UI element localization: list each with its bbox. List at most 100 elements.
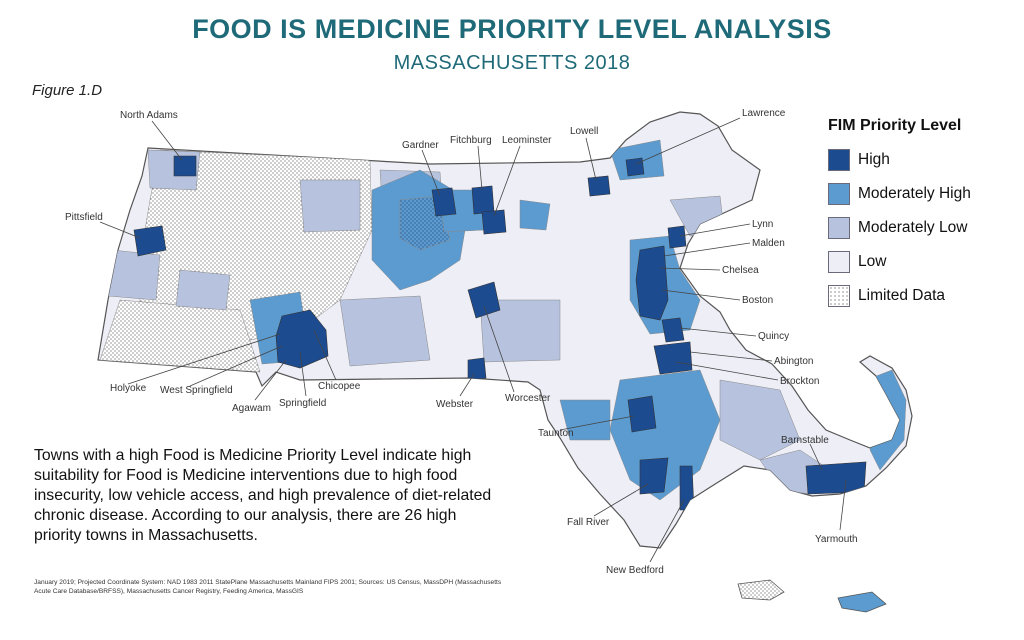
legend-swatch-limited-data — [828, 285, 850, 307]
legend-swatch-moderately-low — [828, 217, 850, 239]
label-chicopee: Chicopee — [318, 381, 361, 392]
figure-label: Figure 1.D — [32, 82, 103, 99]
label-quincy: Quincy — [758, 331, 789, 342]
leader-boston — [661, 289, 741, 301]
leader-brockton — [675, 361, 779, 381]
label-brockton: Brockton — [780, 376, 819, 387]
label-fall-river: Fall River — [567, 517, 610, 528]
description-text: Towns with a high Food is Medicine Prior… — [34, 447, 492, 544]
leader-north-adams — [151, 120, 183, 161]
leader-abington — [689, 351, 773, 362]
legend-label: Moderately Low — [858, 219, 968, 236]
legend-swatch-low — [828, 251, 850, 273]
town-gardner-high — [431, 187, 457, 217]
leader-chelsea — [659, 267, 721, 271]
leader-yarmouth — [839, 479, 847, 531]
label-chelsea: Chelsea — [722, 265, 759, 276]
town-webster-high — [467, 357, 487, 381]
town-quincy-high — [661, 317, 685, 343]
leader-taunton — [559, 415, 635, 431]
legend-swatch-high — [828, 149, 850, 171]
label-springfield: Springfield — [279, 398, 326, 409]
region-limited-data-south — [99, 299, 261, 373]
legend-label: High — [858, 151, 890, 168]
town-springfield-area-high — [275, 309, 329, 369]
town-north-adams-high — [173, 155, 197, 177]
town-brockton-abington-high — [653, 341, 693, 375]
legend-label: Moderately High — [858, 185, 971, 202]
label-leominster: Leominster — [502, 135, 552, 146]
label-agawam: Agawam — [232, 403, 271, 414]
label-malden: Malden — [752, 238, 785, 249]
leader-malden — [663, 242, 751, 257]
leader-gardner — [421, 149, 441, 197]
town-regions — [99, 139, 907, 511]
label-boston: Boston — [742, 295, 773, 306]
legend-item-low: Low — [828, 249, 1008, 275]
legend-label: Limited Data — [858, 287, 946, 304]
label-holyoke: Holyoke — [110, 383, 147, 394]
source-footnote: January 2019; Projected Coordinate Syste… — [34, 579, 502, 595]
town-lowell-high — [587, 175, 611, 197]
marthas-vineyard — [737, 579, 785, 601]
region-modlow-3 — [175, 269, 231, 311]
leader-new-bedford — [649, 499, 685, 563]
nantucket — [837, 591, 887, 613]
leader-quincy — [679, 327, 757, 337]
region-modlow-4 — [299, 179, 361, 233]
label-taunton: Taunton — [538, 428, 574, 439]
label-north-adams: North Adams — [120, 110, 178, 121]
label-fitchburg: Fitchburg — [450, 135, 492, 146]
label-pittsfield: Pittsfield — [65, 212, 103, 223]
region-modlow-sw — [479, 299, 561, 363]
legend-title: FIM Priority Level — [828, 117, 962, 134]
label-gardner: Gardner — [402, 140, 439, 151]
town-leominster-high — [481, 209, 507, 235]
label-lynn: Lynn — [752, 219, 773, 230]
label-worcester: Worcester — [505, 393, 551, 404]
leader-lawrence — [635, 117, 741, 165]
leader-west-springfield — [189, 345, 283, 387]
leader-lynn — [679, 223, 751, 237]
leader-barnstable — [809, 443, 823, 471]
town-labels: North Adams Pittsfield Gardner Fitchburg… — [65, 108, 858, 576]
region-modhigh-north-2 — [519, 199, 551, 231]
leader-webster — [459, 373, 475, 397]
legend-label: Low — [858, 253, 887, 270]
leader-fall-river — [593, 483, 649, 517]
town-fitchburg-high — [471, 185, 495, 215]
leader-agawam — [254, 359, 287, 401]
legend-item-moderately-high: Moderately High — [828, 181, 1008, 207]
legend-item-moderately-low: Moderately Low — [828, 215, 1008, 241]
town-malden-chelsea-boston-high — [635, 245, 669, 321]
map-title: FOOD IS MEDICINE PRIORITY LEVEL ANALYSIS — [192, 14, 832, 44]
leader-chicopee — [313, 329, 337, 381]
legend: FIM Priority Level High Moderately High … — [828, 117, 1008, 317]
leader-springfield — [299, 351, 307, 397]
region-modlow-2 — [107, 249, 161, 301]
town-taunton-high — [627, 395, 657, 433]
region-modlow-se — [719, 379, 801, 461]
legend-swatch-moderately-high — [828, 183, 850, 205]
town-fall-river-high — [639, 457, 669, 495]
leader-worcester — [483, 305, 515, 393]
legend-item-limited-data: Limited Data — [828, 283, 1008, 309]
leader-lines — [99, 117, 847, 563]
region-modlow-5 — [339, 295, 431, 367]
label-barnstable: Barnstable — [781, 435, 829, 446]
town-lawrence-high — [625, 157, 645, 177]
label-webster: Webster — [436, 399, 474, 410]
label-lowell: Lowell — [570, 126, 598, 137]
legend-item-high: High — [828, 147, 1008, 173]
leader-holyoke — [127, 333, 281, 385]
label-west-springfield: West Springfield — [160, 385, 233, 396]
leader-leominster — [493, 145, 521, 217]
label-yarmouth: Yarmouth — [815, 534, 858, 545]
label-new-bedford: New Bedford — [606, 565, 664, 576]
leader-pittsfield — [99, 221, 141, 239]
leader-fitchburg — [477, 145, 483, 191]
label-lawrence: Lawrence — [742, 108, 786, 119]
town-worcester-high — [467, 281, 501, 319]
